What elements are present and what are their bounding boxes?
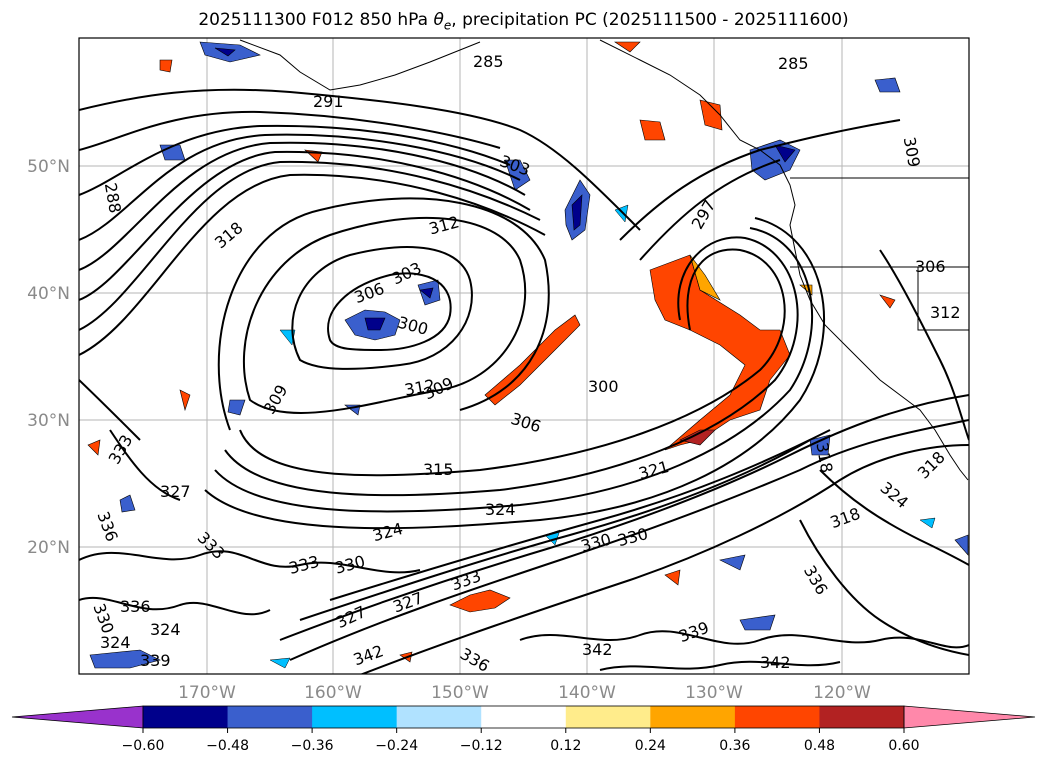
colorbar-segment	[650, 706, 736, 728]
colorbar-segment	[734, 706, 820, 728]
colorbar-tick-label: −0.24	[375, 738, 418, 754]
lon-label: 150°W	[431, 683, 489, 703]
map-area: 285 285 291 288 303 312 318 306 303 300 …	[79, 38, 969, 674]
contour-label: 285	[473, 52, 504, 71]
lat-label: 30°N	[27, 411, 70, 431]
colorbar-segment	[819, 706, 905, 728]
longitude-labels: 170°W 160°W 150°W 140°W 130°W 120°W	[178, 683, 871, 703]
contour-label: 312	[930, 303, 961, 322]
contour-label: 339	[140, 651, 171, 670]
theta-e-contours	[79, 88, 969, 674]
contour-label: 324	[485, 500, 516, 519]
lon-label: 160°W	[304, 683, 362, 703]
map-title: 2025111300 F012 850 hPa θe, precipitatio…	[198, 10, 849, 33]
colorbar-tick-label: −0.36	[291, 738, 334, 754]
contour-label: 327	[160, 482, 191, 501]
lon-label: 140°W	[558, 683, 616, 703]
coastlines	[239, 39, 969, 481]
contour-label: 306	[915, 257, 946, 276]
colorbar-tick-label: −0.48	[206, 738, 249, 754]
map-frame	[78, 37, 970, 675]
colorbar-segment	[565, 706, 651, 728]
lat-label: 40°N	[27, 284, 70, 304]
lat-label: 50°N	[27, 157, 70, 177]
contour-label: 291	[313, 92, 344, 111]
colorbar-tick-label: −0.60	[122, 738, 165, 754]
colorbar-frame	[142, 705, 905, 729]
latitude-labels: 50°N 40°N 30°N 20°N	[27, 157, 70, 558]
colorbar-extend-max	[903, 705, 1036, 729]
contour-label: 315	[423, 460, 454, 479]
colorbar-tick-label: 0.12	[550, 738, 581, 754]
contour-label: 336	[120, 597, 151, 616]
contour-label: 300	[588, 377, 619, 396]
lon-label: 130°W	[685, 683, 743, 703]
colorbar-segment	[312, 706, 398, 728]
precip-light-shading	[269, 204, 936, 669]
contour-label: 342	[760, 653, 791, 672]
colorbar-tick-label: 0.48	[804, 738, 835, 754]
colorbar-tick-label: 0.36	[719, 738, 750, 754]
colorbar-segment	[143, 706, 229, 728]
colorbar-extend-min	[11, 705, 144, 729]
contour-label: 324	[100, 633, 131, 652]
contour-label: 342	[582, 640, 613, 659]
colorbar: −0.60 −0.48 −0.36 −0.24 −0.12 0.12 0.24 0.36 0.4…	[11, 705, 1036, 754]
lon-label: 120°W	[813, 683, 871, 703]
contour-label: 324	[150, 620, 181, 639]
lon-label: 170°W	[178, 683, 236, 703]
colorbar-tick-label: 0.60	[888, 738, 919, 754]
contour-label: 285	[778, 54, 809, 73]
colorbar-segment	[481, 706, 567, 728]
lat-label: 20°N	[27, 538, 70, 558]
colorbar-tick-label: 0.24	[635, 738, 666, 754]
colorbar-segment	[396, 706, 482, 728]
precip-negative-shading	[89, 41, 969, 669]
colorbar-segment	[227, 706, 313, 728]
colorbar-tick-label: −0.12	[460, 738, 503, 754]
